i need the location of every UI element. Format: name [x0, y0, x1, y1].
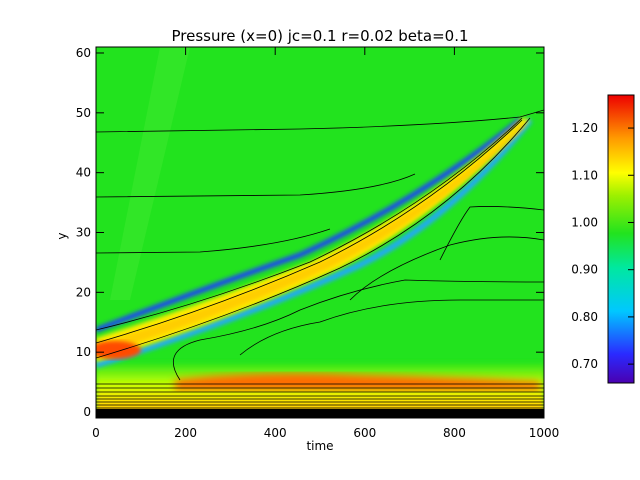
contour-line	[239, 299, 544, 356]
x-tick-label: 0	[92, 426, 100, 440]
colorbar-ticks: 0.70 0.80 0.90 1.00 1.10 1.20	[571, 121, 634, 371]
colorbar	[607, 94, 635, 384]
y-tick-label: 60	[76, 46, 91, 60]
x-tick-label: 600	[353, 426, 376, 440]
contour-line	[96, 119, 523, 344]
colorbar-tick-label: 0.90	[571, 263, 598, 277]
y-tick-label: 0	[83, 405, 91, 419]
bottom-hotspot	[175, 373, 540, 390]
front-low-edge-upper	[96, 118, 522, 333]
y-tick-label: 30	[76, 226, 91, 240]
contour-line	[96, 228, 331, 254]
y-axis-label: y	[55, 232, 69, 239]
contour-line	[96, 117, 531, 359]
y-tick-label: 20	[76, 285, 91, 299]
front-ridge-core	[96, 125, 526, 356]
contour-line	[349, 236, 544, 301]
contour-line	[96, 109, 544, 133]
x-axis-label: time	[306, 439, 333, 453]
contour-line	[439, 206, 544, 261]
y-tick-label: 50	[76, 106, 91, 120]
colorbar-tick-label: 0.80	[571, 310, 598, 324]
x-tick-label: 400	[264, 426, 287, 440]
x-axis: 0 200 400 600 800 1000	[92, 47, 559, 440]
contour-line	[96, 117, 523, 331]
contour-line	[172, 279, 544, 381]
colorbar-tick-label: 1.10	[571, 168, 598, 182]
chart-title: Pressure (x=0) jc=0.1 r=0.02 beta=0.1	[171, 27, 468, 45]
contour-line	[96, 173, 416, 198]
y-tick-label: 40	[76, 166, 91, 180]
y-tick-label: 10	[76, 345, 91, 359]
y-axis: 0 10 20 30 40 50 60	[76, 46, 544, 419]
colorbar-tick-label: 1.00	[571, 215, 598, 229]
colorbar-tick-label: 1.20	[571, 121, 598, 135]
colorbar-tick-label: 0.70	[571, 357, 598, 371]
x-tick-label: 1000	[529, 426, 560, 440]
heatmap-field	[96, 47, 544, 418]
x-tick-label: 800	[443, 426, 466, 440]
front-low-edge-lower	[96, 118, 533, 368]
faint-streak	[110, 47, 190, 300]
x-tick-label: 200	[174, 426, 197, 440]
bottom-dark-band	[96, 409, 544, 418]
left-hotspot	[96, 341, 141, 359]
